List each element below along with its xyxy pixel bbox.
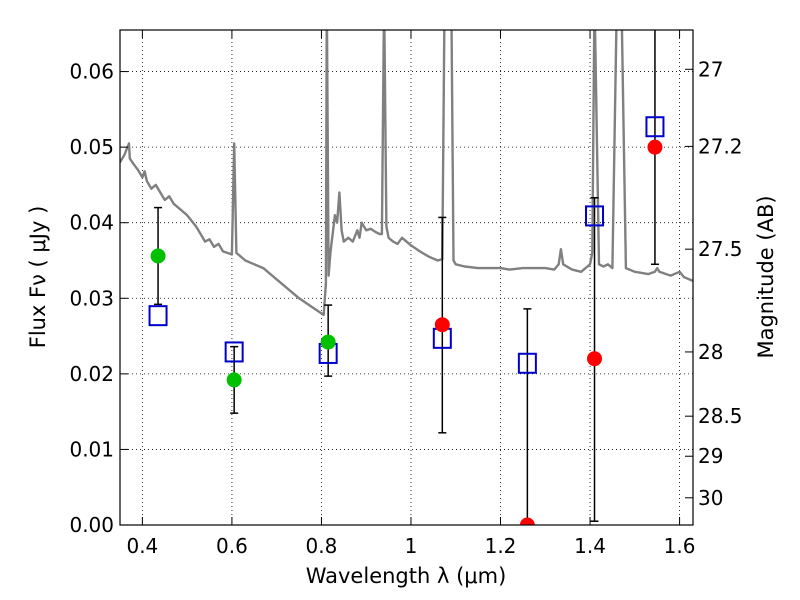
observed-data-point	[226, 372, 242, 388]
x-tick-label: 0.8	[306, 534, 338, 558]
spectrum-layer	[120, 30, 693, 317]
y-tick-label: 0.06	[69, 60, 114, 84]
marker-layer	[148, 116, 665, 525]
spectrum-line	[120, 30, 693, 317]
y2-tick-label: 27	[698, 57, 723, 81]
x-axis-label: Wavelength λ (μm)	[306, 564, 507, 588]
y2-tick-label: 30	[698, 486, 723, 510]
x-tick-label: 1.2	[485, 534, 517, 558]
x-tick-label: 1	[405, 534, 418, 558]
plot-frame	[119, 29, 694, 526]
y2-tick-label: 29	[698, 444, 723, 468]
tick-layer: 0.4 0.6 0.8 1 1.2 1.4 1.6 0.00 0.01 0.02 0.03 0.04 0…	[69, 30, 743, 558]
y-tick-label: 0.01	[69, 437, 114, 461]
observed-data-point	[320, 334, 336, 350]
grid	[120, 30, 693, 526]
model-photometry-square	[517, 352, 537, 374]
x-tick-label: 0.4	[126, 534, 158, 558]
observed-data-point	[647, 139, 663, 155]
y2-tick-label: 27.2	[698, 134, 743, 158]
y-axis-label: Flux Fν ( μJy )	[26, 206, 50, 349]
model-photometry-square	[585, 205, 605, 227]
observed-data-point	[434, 317, 450, 333]
model-photometry-square	[148, 305, 168, 327]
x-tick-label: 1.4	[574, 534, 606, 558]
y-tick-label: 0.00	[69, 513, 114, 537]
y-tick-label: 0.05	[69, 135, 114, 159]
y2-tick-label: 28.5	[698, 404, 743, 428]
observed-data-point	[150, 248, 166, 264]
y-tick-label: 0.03	[69, 286, 114, 310]
observed-data-point	[587, 351, 603, 367]
model-photometry-square	[224, 341, 244, 363]
model-photometry-square	[645, 116, 665, 138]
y2-tick-label: 28	[698, 340, 723, 364]
x-tick-label: 1.6	[664, 534, 696, 558]
y2-axis-label: Magnitude (AB)	[754, 195, 778, 358]
x-tick-label: 0.6	[216, 534, 248, 558]
y-tick-label: 0.04	[69, 211, 114, 235]
y2-tick-label: 27.5	[698, 237, 743, 261]
observed-data-point	[519, 517, 535, 525]
y-tick-label: 0.02	[69, 362, 114, 386]
